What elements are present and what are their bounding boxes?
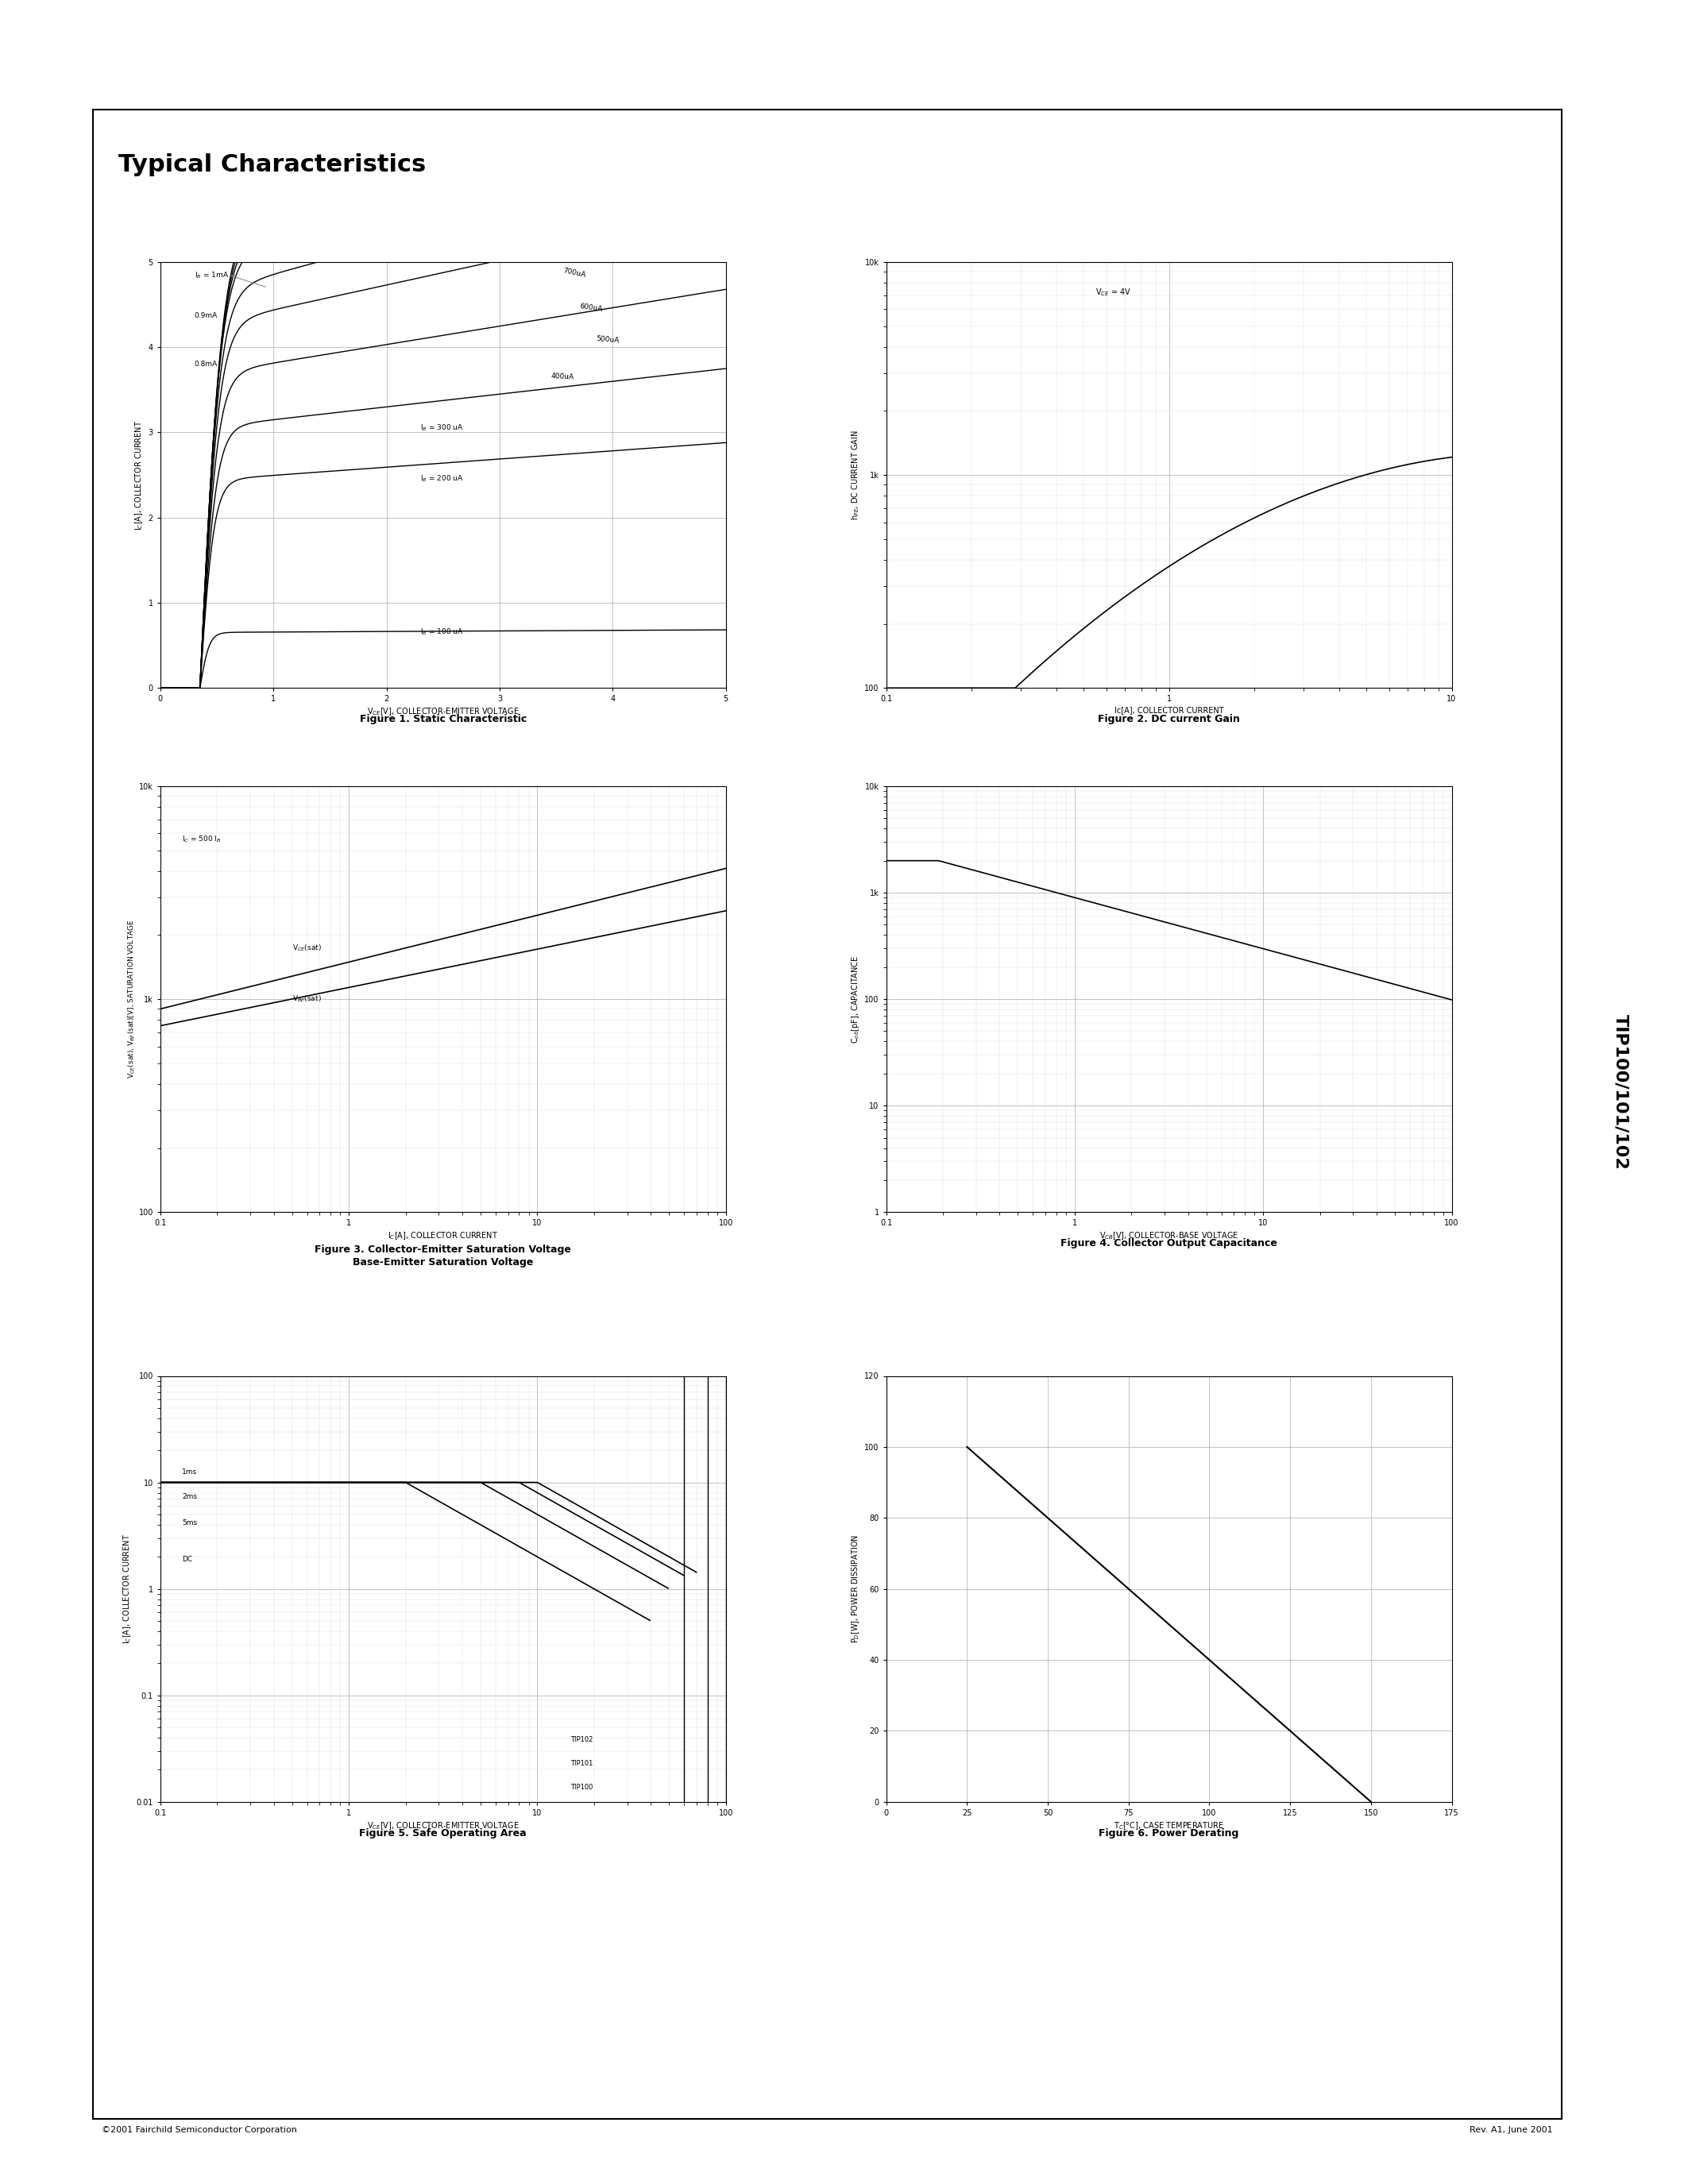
Text: Figure 6. Power Derating: Figure 6. Power Derating: [1099, 1828, 1239, 1839]
Text: 0.8mA: 0.8mA: [194, 360, 218, 367]
Text: I$_B$ = 100 uA: I$_B$ = 100 uA: [420, 627, 464, 638]
Y-axis label: P$_D$[W], POWER DISSIPATION: P$_D$[W], POWER DISSIPATION: [851, 1535, 861, 1642]
Text: TIP102: TIP102: [571, 1736, 592, 1743]
Text: Figure 1. Static Characteristic: Figure 1. Static Characteristic: [360, 714, 527, 725]
Text: I$_B$ = 300 uA: I$_B$ = 300 uA: [420, 424, 464, 432]
Text: ©2001 Fairchild Semiconductor Corporation: ©2001 Fairchild Semiconductor Corporatio…: [101, 2125, 297, 2134]
Text: TIP100: TIP100: [571, 1784, 592, 1791]
Text: 0.9mA: 0.9mA: [194, 312, 218, 319]
Text: V$_{CE}$ = 4V: V$_{CE}$ = 4V: [1096, 286, 1131, 297]
Text: TIP101: TIP101: [571, 1760, 592, 1767]
Y-axis label: h$_{FE}$, DC CURRENT GAIN: h$_{FE}$, DC CURRENT GAIN: [851, 430, 861, 520]
Text: 600uA: 600uA: [579, 304, 603, 312]
X-axis label: I$_C$[A], COLLECTOR CURRENT: I$_C$[A], COLLECTOR CURRENT: [388, 1230, 498, 1241]
Text: 5ms: 5ms: [182, 1520, 197, 1527]
Text: Figure 4. Collector Output Capacitance: Figure 4. Collector Output Capacitance: [1060, 1238, 1278, 1249]
Text: I$_B$ = 1mA: I$_B$ = 1mA: [194, 271, 228, 280]
Text: TIP100/101/102: TIP100/101/102: [1612, 1013, 1629, 1171]
Y-axis label: V$_{CE}$(sat), V$_{BE}$(sat)[V], SATURATION VOLTAGE: V$_{CE}$(sat), V$_{BE}$(sat)[V], SATURAT…: [127, 919, 137, 1079]
Text: 500uA: 500uA: [596, 336, 619, 345]
Y-axis label: C$_{ob}$[pF], CAPACITANCE: C$_{ob}$[pF], CAPACITANCE: [851, 954, 861, 1044]
Text: Typical Characteristics: Typical Characteristics: [118, 153, 425, 177]
Text: V$_{BE}$(sat): V$_{BE}$(sat): [292, 994, 321, 1005]
Y-axis label: I$_C$[A], COLLECTOR CURRENT: I$_C$[A], COLLECTOR CURRENT: [133, 419, 145, 531]
Text: 1ms: 1ms: [182, 1468, 197, 1476]
Y-axis label: I$_C$[A], COLLECTOR CURRENT: I$_C$[A], COLLECTOR CURRENT: [122, 1533, 133, 1645]
X-axis label: Ic[A], COLLECTOR CURRENT: Ic[A], COLLECTOR CURRENT: [1114, 705, 1224, 714]
Text: Figure 3. Collector-Emitter Saturation Voltage
Base-Emitter Saturation Voltage: Figure 3. Collector-Emitter Saturation V…: [316, 1245, 571, 1267]
X-axis label: V$_{CB}$[V], COLLECTOR-BASE VOLTAGE: V$_{CB}$[V], COLLECTOR-BASE VOLTAGE: [1099, 1230, 1239, 1241]
X-axis label: V$_{CE}$[V], COLLECTOR-EMITTER VOLTAGE: V$_{CE}$[V], COLLECTOR-EMITTER VOLTAGE: [366, 1819, 520, 1830]
X-axis label: V$_{CE}$[V], COLLECTOR-EMITTER VOLTAGE: V$_{CE}$[V], COLLECTOR-EMITTER VOLTAGE: [366, 705, 520, 716]
Text: 400uA: 400uA: [550, 373, 574, 382]
Text: V$_{CE}$(sat): V$_{CE}$(sat): [292, 943, 321, 952]
Text: DC: DC: [182, 1557, 192, 1564]
Text: Figure 2. DC current Gain: Figure 2. DC current Gain: [1097, 714, 1241, 725]
Text: Rev. A1, June 2001: Rev. A1, June 2001: [1470, 2125, 1553, 2134]
Text: Figure 5. Safe Operating Area: Figure 5. Safe Operating Area: [360, 1828, 527, 1839]
Text: I$_C$ = 500 I$_B$: I$_C$ = 500 I$_B$: [182, 834, 221, 845]
Text: 700uA: 700uA: [562, 266, 586, 280]
Text: 2ms: 2ms: [182, 1494, 197, 1500]
Text: I$_B$ = 200 uA: I$_B$ = 200 uA: [420, 474, 464, 485]
X-axis label: T$_C$[°C], CASE TEMPERATURE: T$_C$[°C], CASE TEMPERATURE: [1114, 1819, 1224, 1830]
